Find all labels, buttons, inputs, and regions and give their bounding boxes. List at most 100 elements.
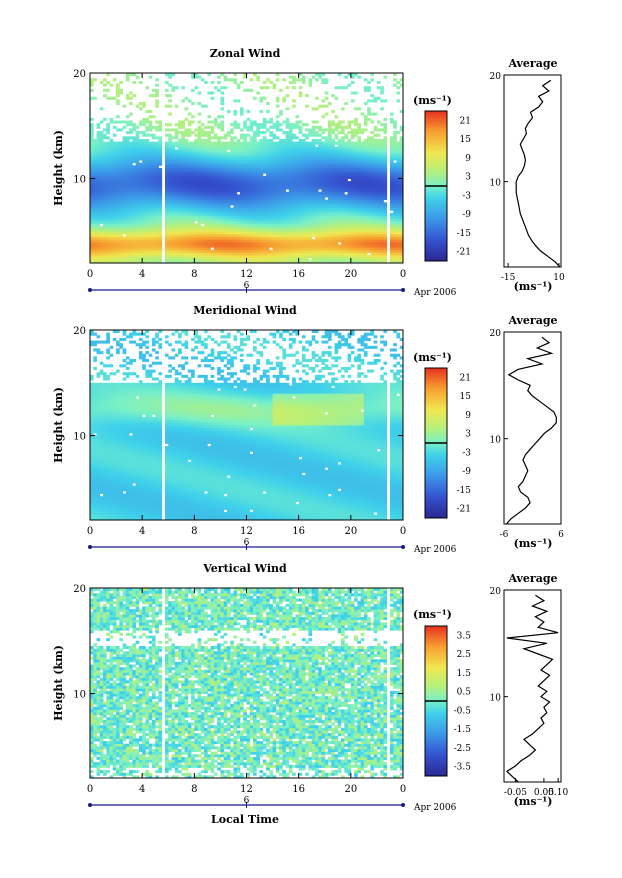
heatmap-cell bbox=[194, 73, 198, 77]
heatmap-cell bbox=[331, 154, 335, 158]
heatmap-cell bbox=[181, 207, 185, 211]
heatmap-cell bbox=[350, 231, 355, 235]
heatmap-cell bbox=[112, 231, 117, 235]
heatmap-cell bbox=[370, 204, 375, 208]
heatmap-cell bbox=[363, 241, 368, 245]
heatmap-cell bbox=[233, 141, 238, 145]
heatmap-cell bbox=[334, 178, 339, 182]
heatmap-cell bbox=[239, 157, 244, 161]
heatmap-cell bbox=[145, 236, 150, 240]
heatmap-cell bbox=[148, 168, 153, 172]
heatmap-cell bbox=[305, 194, 309, 198]
heatmap-cell bbox=[279, 154, 283, 158]
heatmap-cell bbox=[194, 210, 198, 214]
heatmap-cell bbox=[256, 152, 260, 156]
heatmap-cell bbox=[318, 186, 322, 190]
heatmap-cell bbox=[279, 236, 283, 240]
heatmap-cell bbox=[96, 178, 101, 182]
heatmap-cell bbox=[321, 149, 326, 153]
heatmap-cell bbox=[119, 91, 123, 95]
heatmap-cell bbox=[164, 94, 169, 98]
heatmap-cell bbox=[129, 136, 133, 140]
heatmap-cell bbox=[389, 260, 394, 264]
heatmap-cell bbox=[380, 260, 384, 264]
heatmap-cell bbox=[109, 220, 114, 224]
heatmap-cell bbox=[331, 247, 335, 251]
heatmap-cell bbox=[341, 189, 345, 193]
heatmap-cell bbox=[213, 241, 218, 245]
heatmap-cell bbox=[197, 233, 202, 238]
heatmap-cell bbox=[155, 173, 159, 177]
heatmap-cell bbox=[223, 152, 228, 156]
heatmap-cell bbox=[262, 136, 267, 140]
heatmap-cell bbox=[243, 231, 247, 235]
heatmap-cell bbox=[122, 199, 127, 203]
heatmap-cell bbox=[321, 157, 326, 161]
heatmap-cell bbox=[96, 241, 101, 245]
heatmap-cell bbox=[308, 252, 313, 256]
heatmap-cell bbox=[324, 146, 329, 150]
heatmap-cell bbox=[357, 125, 362, 129]
heatmap-cell bbox=[96, 223, 101, 227]
heatmap-cell bbox=[174, 181, 179, 185]
heatmap-cell bbox=[191, 160, 195, 164]
heatmap-cell bbox=[90, 96, 94, 100]
heatmap-cell bbox=[314, 252, 319, 256]
heatmap-cell bbox=[155, 189, 159, 193]
heatmap-cell bbox=[354, 249, 358, 253]
heatmap-cell bbox=[135, 178, 140, 182]
heatmap-cell bbox=[357, 138, 362, 143]
heatmap-cell bbox=[155, 249, 159, 253]
heatmap-cell bbox=[324, 231, 329, 235]
heatmap-cell bbox=[256, 131, 260, 135]
heatmap-cell bbox=[233, 181, 238, 185]
heatmap-cell bbox=[305, 136, 309, 140]
heatmap-cell bbox=[266, 207, 270, 211]
heatmap-cell bbox=[324, 162, 329, 166]
heatmap-cell bbox=[279, 138, 283, 143]
heatmap-cell bbox=[301, 152, 306, 156]
heatmap-cell bbox=[279, 231, 283, 235]
heatmap-cell bbox=[246, 207, 251, 211]
heatmap-cell bbox=[168, 244, 172, 248]
heatmap-cell bbox=[171, 160, 176, 164]
heatmap-cell bbox=[389, 144, 394, 148]
heatmap-cell bbox=[269, 186, 273, 190]
heatmap-cell bbox=[262, 241, 267, 245]
heatmap-cell bbox=[204, 202, 208, 206]
heatmap-cell bbox=[282, 141, 287, 145]
heatmap-cell bbox=[210, 183, 215, 187]
heatmap-cell bbox=[321, 228, 326, 232]
heatmap-cell bbox=[155, 125, 159, 129]
heatmap-cell bbox=[93, 173, 97, 177]
heatmap-cell bbox=[119, 215, 123, 219]
heatmap-cell bbox=[223, 141, 228, 145]
heatmap-cell bbox=[246, 257, 251, 261]
heatmap-cell bbox=[328, 241, 332, 245]
heatmap-cell bbox=[301, 199, 306, 203]
heatmap-cell bbox=[344, 244, 348, 248]
heatmap-cell bbox=[282, 131, 287, 135]
heatmap-cell bbox=[269, 239, 273, 243]
heatmap-cell bbox=[171, 170, 176, 174]
heatmap-cell bbox=[383, 257, 388, 261]
heatmap-cell bbox=[321, 247, 326, 251]
heatmap-cell bbox=[308, 194, 313, 198]
heatmap-cell bbox=[334, 260, 339, 264]
heatmap-cell bbox=[324, 136, 329, 140]
heatmap-cell bbox=[376, 152, 381, 156]
heatmap-cell bbox=[272, 133, 277, 137]
heatmap-cell bbox=[253, 131, 257, 135]
heatmap-cell bbox=[282, 152, 287, 156]
heatmap-cell bbox=[168, 260, 172, 264]
heatmap-cell bbox=[249, 228, 254, 232]
heatmap-cell bbox=[122, 165, 127, 169]
heatmap-cell bbox=[90, 149, 94, 153]
heatmap-cell bbox=[341, 191, 345, 195]
heatmap-cell bbox=[184, 241, 189, 245]
heatmap-cell bbox=[142, 233, 146, 238]
heatmap-cell bbox=[367, 99, 371, 103]
heatmap-cell bbox=[266, 226, 270, 230]
heatmap-cell bbox=[389, 141, 394, 145]
heatmap-cell bbox=[256, 128, 260, 132]
